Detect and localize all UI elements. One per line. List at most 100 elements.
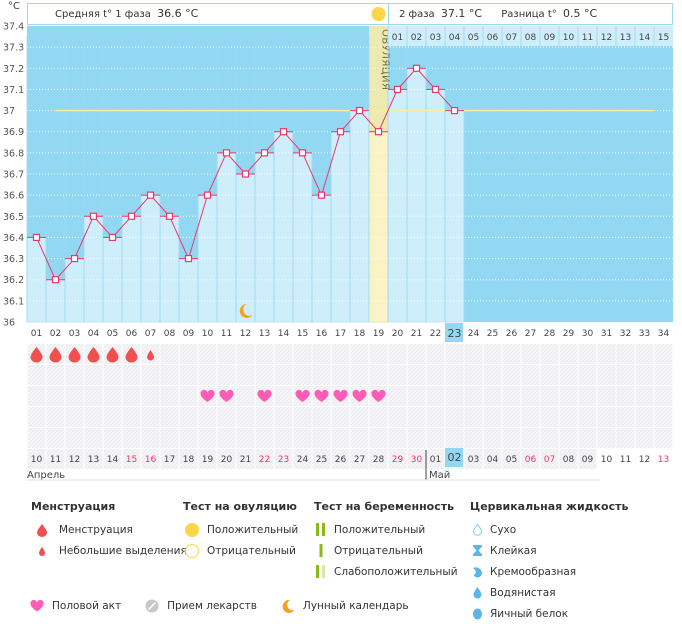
- calendar-date: 04: [487, 455, 499, 465]
- cycle-day-label: 08: [164, 329, 176, 339]
- event-cell: [141, 407, 160, 427]
- event-cell: [616, 428, 635, 448]
- event-cell: [635, 428, 654, 448]
- event-cell: [635, 365, 654, 385]
- calendar-date: 21: [240, 455, 251, 465]
- event-cell: [540, 365, 559, 385]
- event-cell: [103, 386, 122, 406]
- calendar-date: 11: [620, 455, 631, 465]
- event-cell: [179, 428, 198, 448]
- calendar-date: 10: [31, 455, 43, 465]
- event-cell: [388, 386, 407, 406]
- temperature-point: [203, 191, 212, 199]
- legend-item-pregnancy-faint: Слабоположительный: [314, 561, 458, 582]
- event-cell: [198, 365, 217, 385]
- heart-icon: [200, 389, 215, 402]
- heart-icon: [314, 389, 329, 402]
- event-cell: [521, 344, 540, 364]
- blood-drop-icon: [125, 347, 138, 363]
- temperature-bar: [178, 258, 199, 323]
- calendar-date: 03: [468, 455, 479, 465]
- event-cell: [521, 407, 540, 427]
- date-cell: [179, 449, 198, 469]
- event-cell: [654, 365, 673, 385]
- two-lines-icon: [316, 523, 325, 536]
- event-cell: [502, 365, 521, 385]
- date-cell: [483, 449, 502, 469]
- temperature-point: [127, 212, 136, 220]
- blood-drop-icon: [87, 347, 100, 363]
- date-cell: [388, 449, 407, 469]
- date-cell: [141, 449, 160, 469]
- date-cell: [274, 449, 293, 469]
- phase2-header-bg: [388, 26, 673, 46]
- heart-icon: [30, 600, 44, 612]
- temperature-point: [374, 128, 383, 136]
- event-cell: [236, 386, 255, 406]
- event-cell: [122, 365, 141, 385]
- legend-item-watery: Водянистая: [470, 582, 628, 603]
- event-cell: [274, 428, 293, 448]
- legend-ovulation-test: Тест на овуляцию Положительный Отрицател…: [183, 500, 298, 561]
- legend-item-spotting: Небольшие выделения: [31, 540, 187, 561]
- event-cell: [350, 428, 369, 448]
- event-cell: [483, 386, 502, 406]
- event-cell: [445, 365, 464, 385]
- dry-drop-outline-icon: [472, 523, 482, 536]
- date-cell: [331, 449, 350, 469]
- y-tick-label: 37.1: [3, 85, 24, 96]
- pill-icon: [145, 599, 159, 613]
- event-cell: [483, 407, 502, 427]
- y-tick-label: 37.4: [3, 22, 24, 33]
- heart-icon: [352, 389, 367, 402]
- event-cell: [445, 428, 464, 448]
- event-cell: [236, 428, 255, 448]
- temperature-point: [431, 85, 440, 94]
- legend-item-menstruation: Менструация: [31, 519, 187, 540]
- event-cell: [160, 344, 179, 364]
- event-cell: [65, 386, 84, 406]
- date-cell: [464, 449, 483, 469]
- event-cell: [578, 386, 597, 406]
- event-cell: [46, 407, 65, 427]
- diff-label: Разница t°: [501, 9, 557, 20]
- event-cell: [65, 407, 84, 427]
- event-cell: [179, 407, 198, 427]
- phase2-day-label: 02: [411, 33, 422, 43]
- event-cell: [27, 428, 46, 448]
- event-cell: [388, 407, 407, 427]
- legend-menstruation: Менструация Менструация Небольшие выделе…: [31, 500, 187, 561]
- cycle-day-label: 01: [31, 329, 42, 339]
- temperature-point: [450, 106, 459, 115]
- event-cell: [274, 344, 293, 364]
- temperature-point: [260, 149, 269, 157]
- date-cell: [84, 449, 103, 469]
- event-cell: [578, 407, 597, 427]
- calendar-date: 27: [354, 455, 365, 465]
- cycle-day-label: 32: [620, 329, 631, 339]
- calendar-date: 23: [278, 455, 289, 465]
- event-cell: [464, 344, 483, 364]
- event-cell: [559, 386, 578, 406]
- event-cell: [369, 407, 388, 427]
- legend-item-lunar: Лунный календарь: [281, 599, 409, 613]
- event-cell: [464, 428, 483, 448]
- event-cell: [521, 386, 540, 406]
- creamy-icon: [473, 567, 482, 578]
- cycle-day-label: 25: [487, 329, 498, 339]
- temperature-point: [51, 276, 60, 284]
- blood-drop-icon: [68, 347, 81, 363]
- temperature-bar: [273, 131, 294, 323]
- event-cell: [597, 428, 616, 448]
- event-cell: [160, 365, 179, 385]
- ovulation-positive-icon: [371, 7, 386, 21]
- cycle-day-label: 03: [69, 329, 80, 339]
- event-cell: [141, 365, 160, 385]
- event-cell: [331, 428, 350, 448]
- event-cell: [426, 407, 445, 427]
- y-tick-label: 36.8: [3, 148, 24, 159]
- event-cell: [236, 407, 255, 427]
- event-cell: [616, 386, 635, 406]
- temperature-point: [184, 254, 193, 263]
- phase2-day-label: 03: [430, 33, 441, 43]
